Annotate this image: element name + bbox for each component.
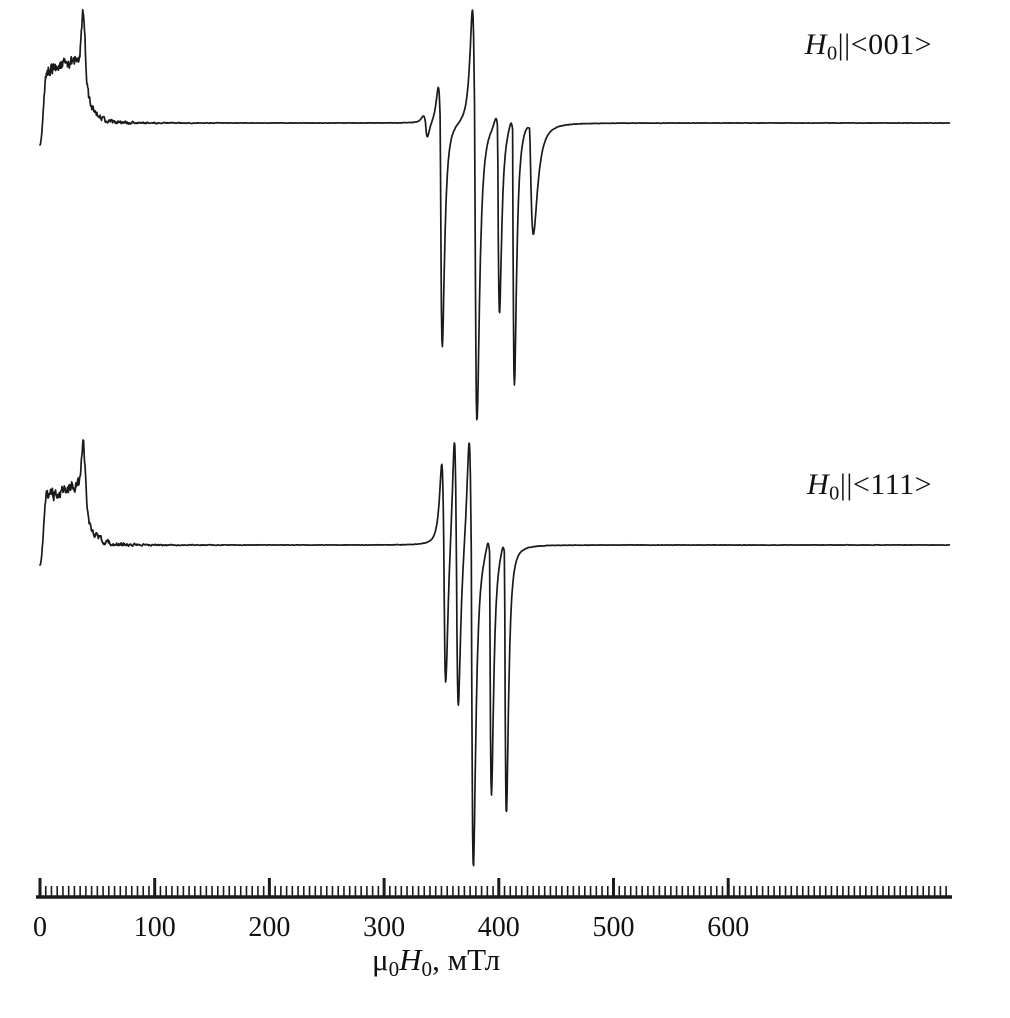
mu-symbol: μ: [371, 942, 389, 977]
x-tick-label: 600: [707, 912, 749, 943]
field-subscript: 0: [421, 956, 433, 981]
x-axis-label: μ0H0, мТл: [36, 942, 836, 982]
field-subscript: 0: [826, 42, 838, 65]
spectrum-label-001: H0||<001>: [805, 28, 932, 66]
orientation-001-text: ||<001>: [837, 28, 932, 61]
field-symbol: H: [807, 468, 830, 501]
mu-subscript: 0: [388, 956, 400, 981]
spectrum-label-111: H0||<111>: [807, 468, 932, 506]
x-tick-label: 0: [33, 912, 47, 943]
x-tick-label: 500: [593, 912, 635, 943]
field-symbol: H: [804, 28, 827, 61]
x-tick-label: 100: [134, 912, 176, 943]
x-tick-label: 400: [478, 912, 520, 943]
spectrum-curve-2: [39, 439, 951, 867]
x-tick-label: 200: [248, 912, 290, 943]
axis-unit-text: , мТл: [432, 942, 501, 977]
spectrum-curve-1: [39, 8, 951, 421]
x-tick-label: 300: [363, 912, 405, 943]
field-symbol: H: [399, 942, 422, 977]
field-subscript: 0: [829, 482, 840, 505]
orientation-111-text: ||<111>: [839, 468, 932, 501]
